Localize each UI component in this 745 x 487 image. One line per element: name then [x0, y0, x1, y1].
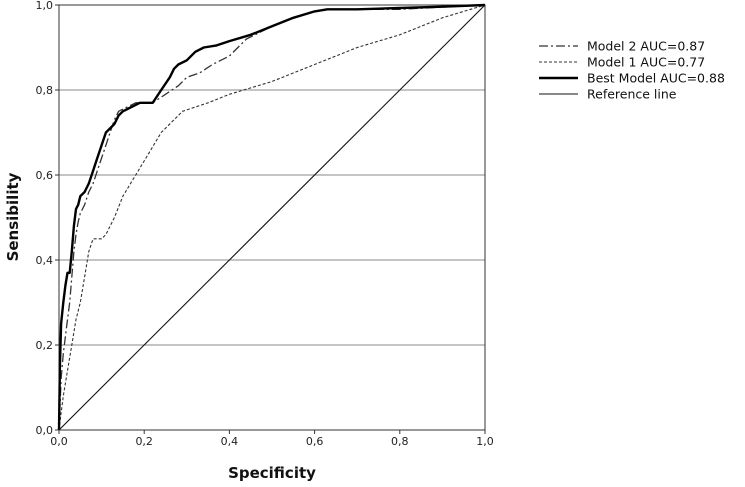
x-tick-label: 0,4: [221, 435, 239, 448]
x-axis-title: Specificity: [228, 464, 316, 482]
x-tick-label: 0,6: [306, 435, 324, 448]
legend-label: Model 1 AUC=0.77: [587, 55, 705, 70]
series-line-2: [58, 4, 486, 431]
y-tick-label: 0,0: [36, 424, 54, 437]
legend-label: Model 2 AUC=0.87: [587, 39, 705, 54]
legend-label: Reference line: [587, 87, 677, 102]
y-axis-title: Sensibility: [4, 172, 22, 261]
y-tick-label: 0,2: [36, 339, 54, 352]
y-tick-label: 0,6: [36, 169, 54, 182]
x-tick-label: 0,8: [391, 435, 409, 448]
y-tick-label: 0,4: [36, 254, 54, 267]
gridlines: [59, 89, 485, 346]
y-axis-ticks: 0,0 0,2 0,4 0,6 0,8 1,0: [36, 0, 59, 437]
x-axis-ticks: 0,0 0,2 0,4 0,6 0,8 1,0: [50, 430, 494, 448]
x-tick-label: 0,2: [135, 435, 153, 448]
series-line-3: [57, 3, 486, 431]
plot-frame: [58, 4, 486, 431]
series-group: [57, 3, 486, 431]
y-tick-label: 0,8: [36, 84, 54, 97]
legend-label: Best Model AUC=0.88: [587, 71, 725, 86]
series-line-4: [58, 4, 486, 431]
y-tick-label: 1,0: [36, 0, 54, 12]
x-tick-label: 1,0: [476, 435, 494, 448]
x-tick-label: 0,0: [50, 435, 68, 448]
